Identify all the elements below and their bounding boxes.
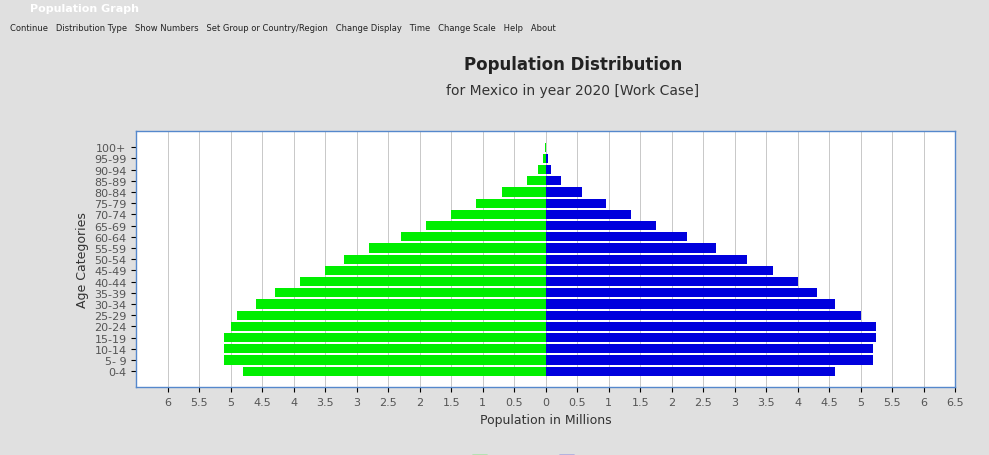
Bar	[546, 233, 687, 242]
Bar	[546, 288, 817, 298]
Bar	[546, 278, 798, 287]
Bar	[501, 188, 546, 197]
Text: Continue   Distribution Type   Show Numbers   Set Group or Country/Region   Chan: Continue Distribution Type Show Numbers …	[10, 24, 556, 33]
Bar	[546, 344, 873, 354]
Bar	[546, 311, 860, 320]
Text: Population Graph: Population Graph	[30, 4, 138, 14]
Bar	[256, 300, 546, 309]
Bar	[426, 222, 546, 231]
Legend: Females, Males: Females, Males	[467, 450, 625, 455]
Bar	[300, 278, 546, 287]
Bar	[546, 166, 552, 175]
Text: Population Distribution: Population Distribution	[464, 56, 682, 74]
Bar	[546, 300, 836, 309]
Bar	[344, 255, 546, 264]
Bar	[546, 177, 561, 186]
Bar	[546, 222, 656, 231]
Y-axis label: Age Categories: Age Categories	[75, 212, 89, 308]
Bar	[538, 166, 546, 175]
Bar	[546, 188, 583, 197]
Bar	[451, 210, 546, 219]
Bar	[546, 356, 873, 365]
Bar	[546, 322, 876, 331]
Bar	[477, 199, 546, 208]
Bar	[230, 322, 546, 331]
Bar	[546, 199, 605, 208]
Bar	[243, 367, 546, 376]
Bar	[543, 155, 546, 164]
Bar	[546, 266, 772, 275]
Bar	[237, 311, 546, 320]
Bar	[225, 334, 546, 343]
Bar	[225, 356, 546, 365]
Bar	[527, 177, 546, 186]
Bar	[546, 210, 631, 219]
Bar	[225, 344, 546, 354]
Bar	[546, 367, 836, 376]
Bar	[401, 233, 546, 242]
Bar	[275, 288, 546, 298]
Bar	[546, 244, 716, 253]
X-axis label: Population in Millions: Population in Millions	[480, 413, 611, 426]
Bar	[546, 334, 876, 343]
Text: for Mexico in year 2020 [Work Case]: for Mexico in year 2020 [Work Case]	[446, 84, 699, 98]
Bar	[369, 244, 546, 253]
Bar	[325, 266, 546, 275]
Bar	[546, 255, 748, 264]
Bar	[546, 155, 548, 164]
